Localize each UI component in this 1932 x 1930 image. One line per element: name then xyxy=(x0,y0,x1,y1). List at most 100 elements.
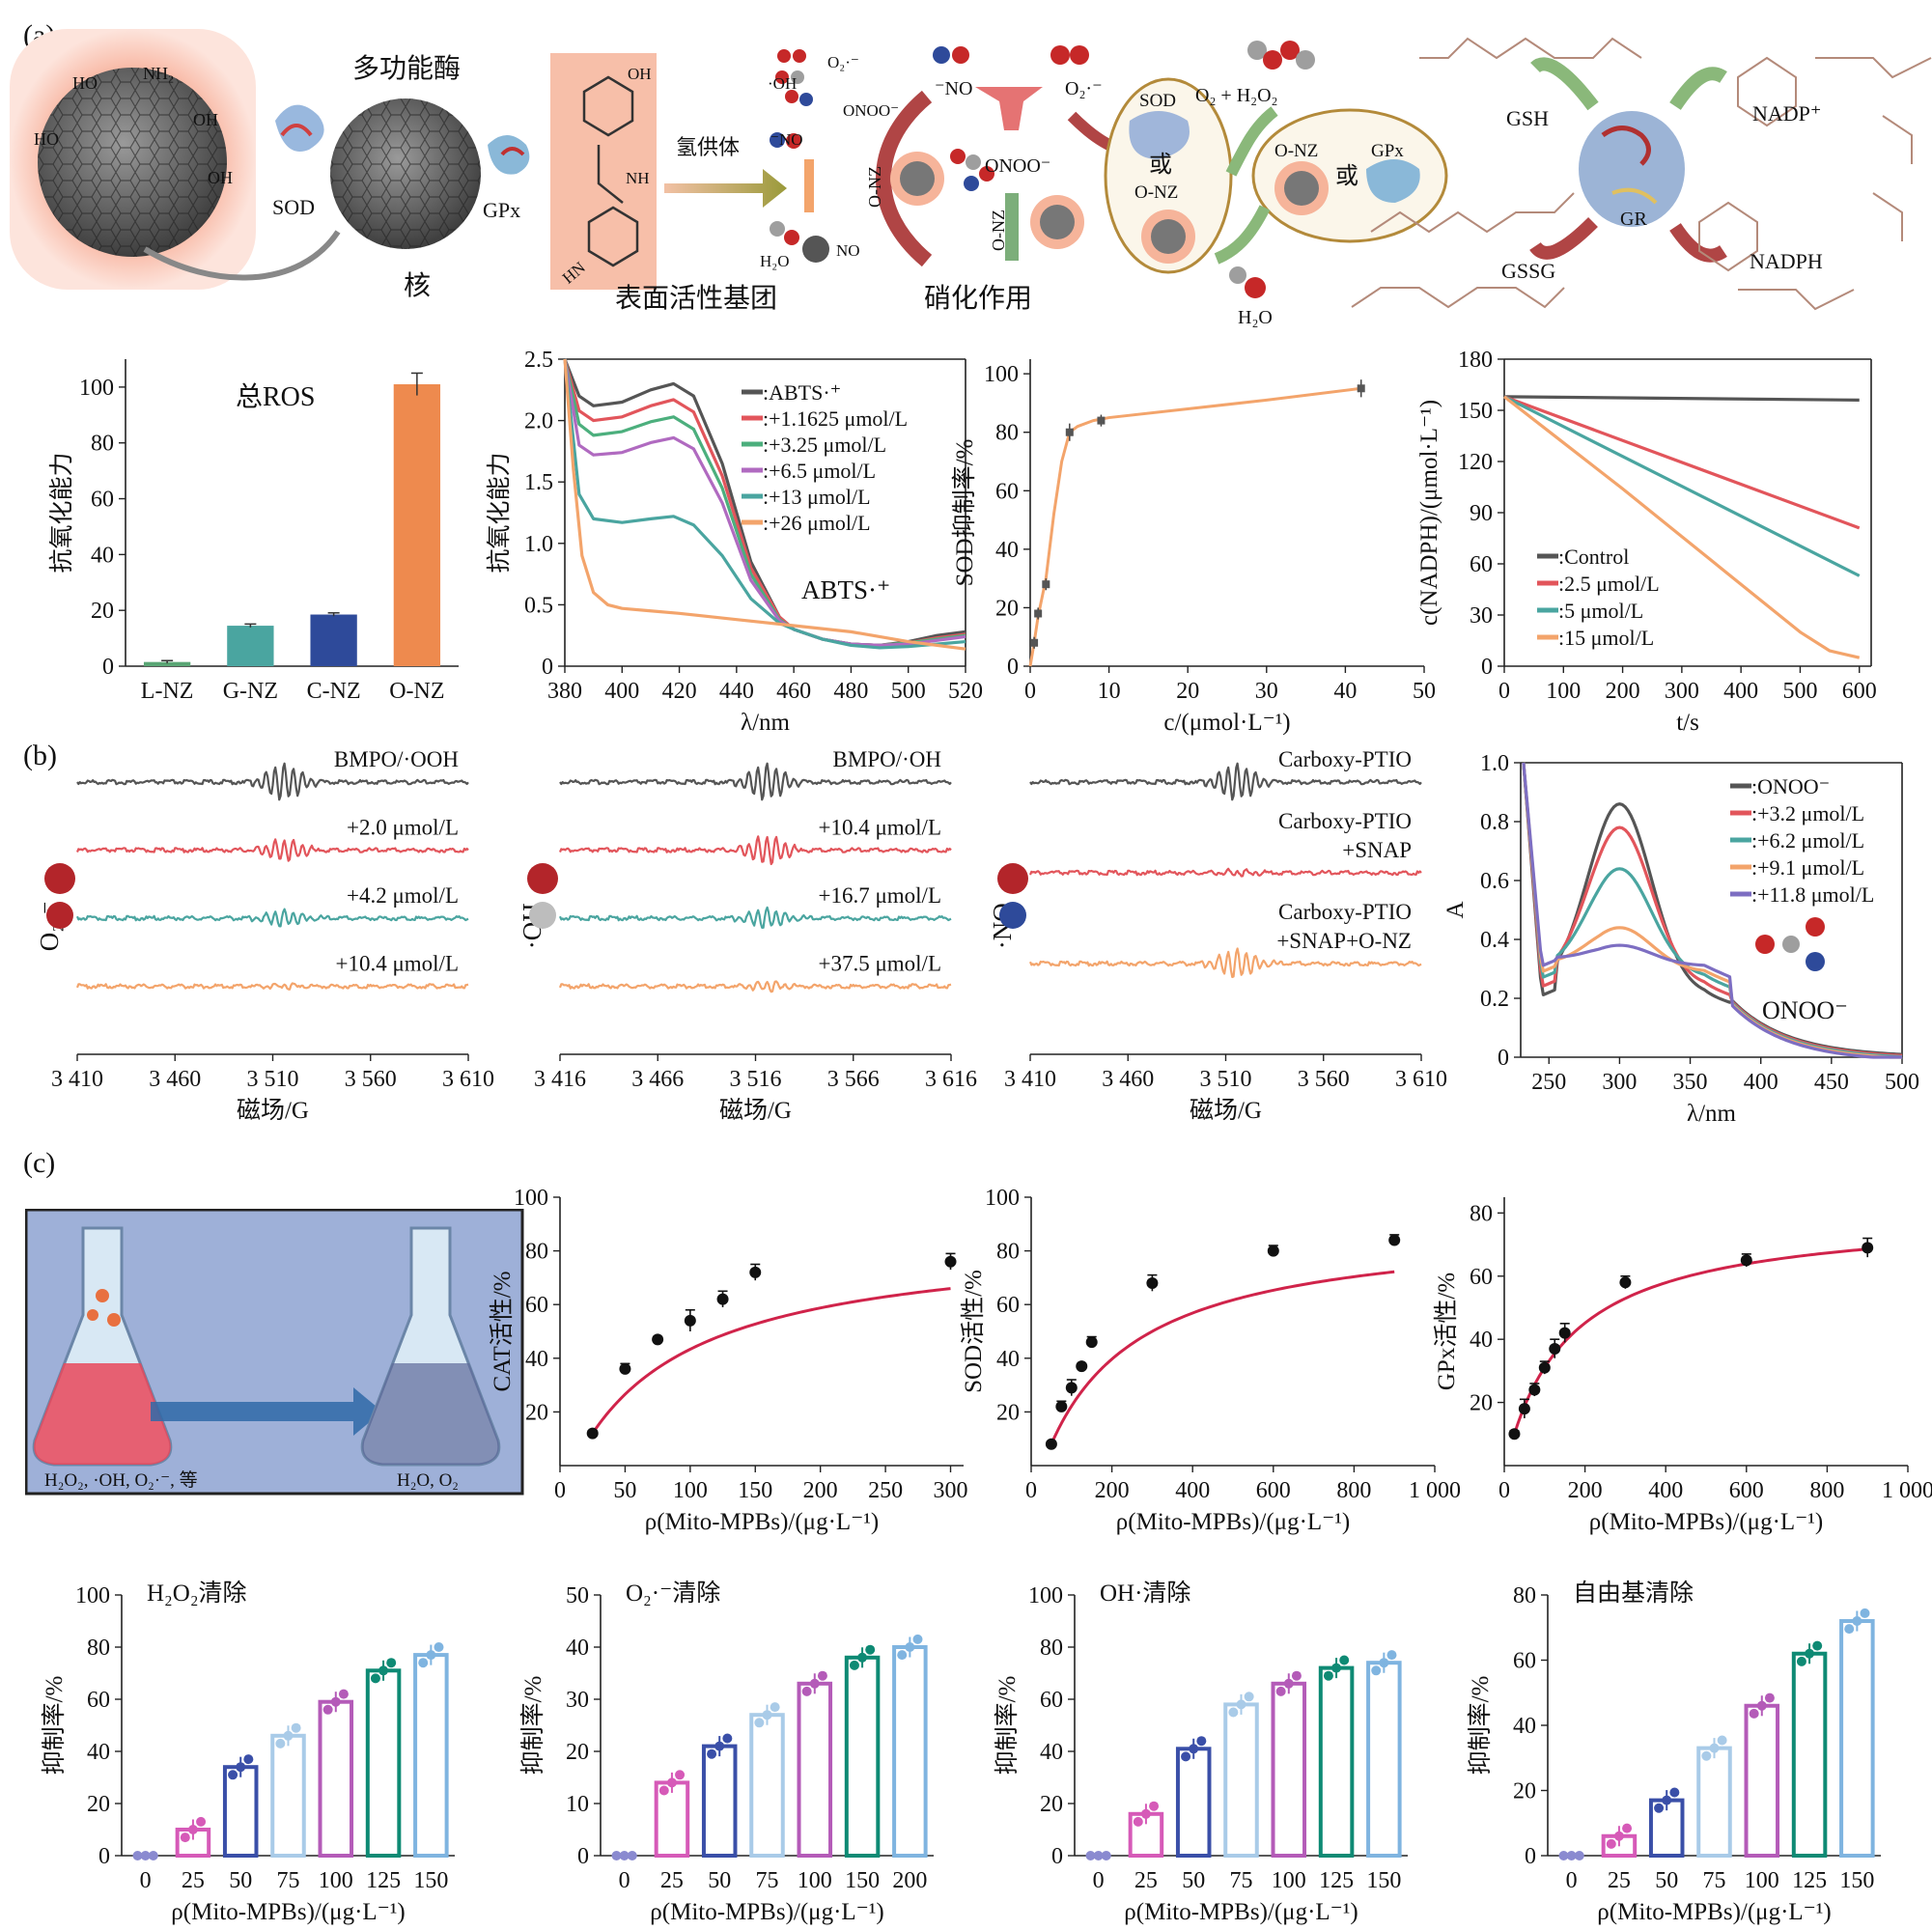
x-tick-label: 125 xyxy=(1792,1868,1827,1893)
label-oh: OH xyxy=(193,110,218,129)
curved-arrow-nitration xyxy=(876,90,933,267)
x-tick-label: 3 466 xyxy=(631,1067,684,1092)
bar xyxy=(1696,1746,1732,1858)
x-tick-label: 3 560 xyxy=(345,1067,397,1092)
epr-trace xyxy=(558,835,952,866)
atom xyxy=(527,863,558,894)
y-tick-label: 0 xyxy=(577,1844,589,1869)
label-o2: O₂·⁻ xyxy=(1065,78,1103,99)
bar xyxy=(222,1765,259,1858)
bar xyxy=(310,614,357,666)
y-tick-label: 20 xyxy=(995,596,1019,621)
replicate-point xyxy=(865,1644,876,1655)
x-tick-label: C-NZ xyxy=(307,679,361,704)
atom-o xyxy=(1806,917,1825,937)
gr-protein-icon xyxy=(1579,111,1685,227)
plot-group: 0 0.5 1.0 1.5 2.0 2.5 380 400 420 440 460 480 500 520… xyxy=(486,348,983,736)
replicate-point xyxy=(1701,1750,1712,1761)
data-point xyxy=(1357,384,1365,393)
series-line xyxy=(1503,395,1861,577)
x-tick-label: 3 610 xyxy=(442,1067,494,1092)
x-tick-label: 3 566 xyxy=(827,1067,880,1092)
atom xyxy=(46,902,73,929)
data-point xyxy=(1267,1245,1279,1257)
legend-label: :+1.1625 μmol/L xyxy=(763,406,908,431)
x-tick-label: 125 xyxy=(1319,1868,1354,1893)
x-tick-label: 1 000 xyxy=(1409,1478,1461,1503)
x-tick-label: 300 xyxy=(934,1478,968,1503)
y-tick-label: 80 xyxy=(1470,1201,1493,1226)
chart-cat: 20 40 60 80 100 0 50 100 150 200 250 300 ρ(Mito-MPBs… xyxy=(489,1186,968,1535)
x-tick-label: 150 xyxy=(1366,1868,1401,1893)
gpx-protein-icon xyxy=(488,135,530,175)
y-tick-label: 180 xyxy=(1458,348,1493,373)
x-tick-label: 400 xyxy=(1723,679,1758,704)
y-tick-label: 20 xyxy=(1513,1779,1536,1804)
replicate-point xyxy=(275,1738,286,1748)
label-no-plain: NO xyxy=(836,241,860,260)
bar xyxy=(1318,1665,1355,1858)
gsh-structure xyxy=(1419,37,1642,60)
x-tick-label: 520 xyxy=(948,679,983,704)
chart-onoo: 0 0.2 0.4 0.6 0.8 1.0 250 300 350 400 450 500 λ/nm A:… xyxy=(1442,751,1919,1127)
data-point xyxy=(749,1266,762,1278)
data-point xyxy=(619,1362,631,1375)
trace-label: BMPO/·OOH xyxy=(334,747,459,771)
data-point xyxy=(1146,1276,1159,1289)
x-tick-label: 3 410 xyxy=(51,1067,103,1092)
x-axis-label: ρ(Mito-MPBs)/(μg·L⁻¹) xyxy=(645,1509,879,1535)
plot-group: 0 20 40 60 80 100 ρ(Mito-MPBs)/(μg·L⁻¹) 抑制率/% 0 2… xyxy=(994,1580,1408,1925)
x-tick-label: 3 460 xyxy=(149,1067,201,1092)
x-tick-label: 150 xyxy=(1839,1868,1874,1893)
legend-label: :ABTS·⁺ xyxy=(763,380,841,405)
trace-label: +SNAP+O-NZ xyxy=(1276,929,1412,953)
y-tick-label: 20 xyxy=(1470,1391,1493,1416)
chart-title: O₂·⁻清除 xyxy=(626,1580,720,1607)
x-tick-label: 100 xyxy=(1546,679,1581,704)
x-tick-label: 420 xyxy=(662,679,697,704)
epr-trace xyxy=(75,908,469,928)
replicate-point xyxy=(707,1748,717,1759)
plot-group: 3 416 3 466 3 516 3 566 3 616磁场/G·OHBMPO/·OH… xyxy=(518,747,977,1124)
x-axis-label: 磁场/G xyxy=(719,1097,792,1124)
trace-label: +10.4 μmol/L xyxy=(818,816,941,840)
series-line xyxy=(1503,395,1860,402)
epr-trace xyxy=(1028,947,1422,979)
x-tick-label: 50 xyxy=(1655,1868,1678,1893)
x-tick-label: 200 xyxy=(803,1478,838,1503)
y-tick-label: 0 xyxy=(1051,1844,1063,1869)
legend-label: :+3.25 μmol/L xyxy=(763,433,886,457)
curved-arrow-1 xyxy=(143,230,341,281)
plot-group: 0 20 40 60 80 100 ρ(Mito-MPBs)/(μg·L⁻¹) 抑制率/% 0 2… xyxy=(41,1580,455,1925)
x-tick-label: 75 xyxy=(277,1868,300,1893)
x-tick-label: 75 xyxy=(756,1868,779,1893)
y-tick-label: 60 xyxy=(1513,1649,1536,1674)
x-tick-label: 0 xyxy=(140,1868,152,1893)
fit-curve xyxy=(1050,1270,1395,1445)
replicate-point xyxy=(1654,1803,1665,1813)
x-tick-label: 3 510 xyxy=(247,1067,299,1092)
series-line xyxy=(563,358,966,651)
y-tick-label: 150 xyxy=(1458,399,1493,424)
replicate-point xyxy=(1574,1851,1584,1860)
chart-h2o2-scavenging: 0 20 40 60 80 100 ρ(Mito-MPBs)/(μg·L⁻¹) 抑制率/% 0 2… xyxy=(41,1580,455,1925)
replicate-point xyxy=(148,1851,158,1860)
y-tick-label: 60 xyxy=(87,1688,110,1713)
y-tick-label: 40 xyxy=(996,1347,1020,1372)
y-tick-label: 120 xyxy=(1458,450,1493,475)
data-point xyxy=(586,1427,599,1440)
data-point xyxy=(1388,1234,1401,1246)
y-tick-label: 40 xyxy=(1040,1740,1063,1765)
chart-epr-no: 3 410 3 460 3 510 3 560 3 610磁场/G·NOCarboxy-… xyxy=(988,747,1447,1124)
legend-label: :+6.5 μmol/L xyxy=(763,459,876,483)
plot-group: 3 410 3 460 3 510 3 560 3 610磁场/GO₂·⁻BMPO/·O… xyxy=(35,747,494,1124)
y-tick-label: 0 xyxy=(1007,655,1019,680)
label-onoo: ONOO⁻ xyxy=(985,155,1050,177)
y-tick-label: 0 xyxy=(1525,1844,1536,1869)
label-h2o: H₂O xyxy=(1238,307,1273,328)
x-tick-label: 20 xyxy=(1176,679,1199,704)
data-point xyxy=(1619,1276,1632,1289)
data-point xyxy=(1085,1336,1098,1349)
label-no: ⁻NO xyxy=(935,78,972,99)
x-tick-label: 25 xyxy=(1608,1868,1631,1893)
